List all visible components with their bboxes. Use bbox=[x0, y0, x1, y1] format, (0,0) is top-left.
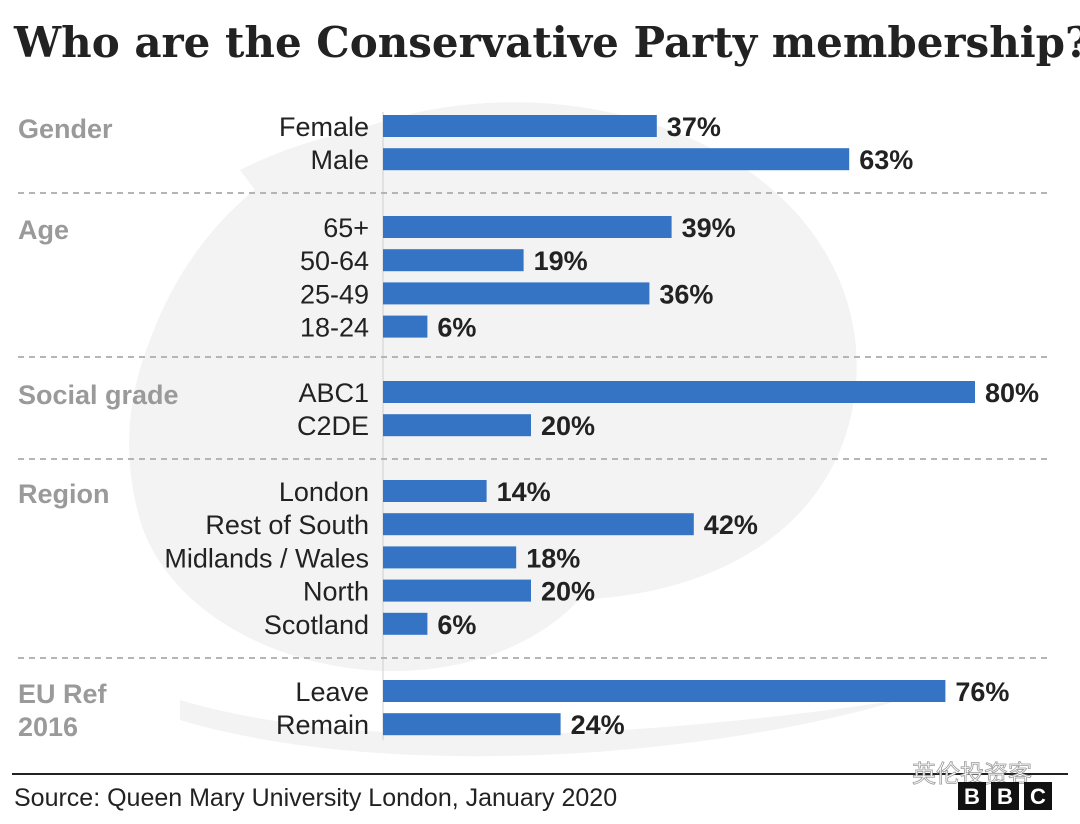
category-label: Midlands / Wales bbox=[164, 543, 369, 573]
bar bbox=[383, 249, 524, 272]
value-label: 19% bbox=[534, 246, 588, 276]
category-label: ABC1 bbox=[298, 378, 369, 408]
group-label: Age bbox=[18, 215, 69, 245]
value-label: 37% bbox=[667, 112, 721, 142]
category-label: North bbox=[303, 577, 369, 607]
bbc-logo-block-1 bbox=[958, 782, 986, 810]
bbc-logo-letter-2: B bbox=[997, 784, 1013, 809]
bar bbox=[383, 148, 850, 171]
value-label: 76% bbox=[955, 677, 1009, 707]
category-label: London bbox=[279, 477, 369, 507]
category-label: Female bbox=[279, 112, 369, 142]
group-label: EU Ref bbox=[18, 679, 108, 709]
group-label: 2016 bbox=[18, 712, 78, 742]
value-label: 14% bbox=[497, 477, 551, 507]
category-label: 25-49 bbox=[300, 279, 369, 309]
bar bbox=[383, 480, 487, 502]
background-swirl-3 bbox=[180, 700, 900, 757]
bbc-logo-letter-1: B bbox=[964, 784, 980, 809]
value-label: 39% bbox=[682, 213, 736, 243]
chart-title: Who are the Conservative Party membershi… bbox=[13, 18, 1080, 67]
value-label: 6% bbox=[437, 313, 476, 343]
value-label: 6% bbox=[437, 610, 476, 640]
category-label: Rest of South bbox=[205, 510, 369, 540]
bar bbox=[383, 546, 517, 569]
bbc-logo-block-3 bbox=[1024, 782, 1052, 810]
value-label: 20% bbox=[541, 577, 595, 607]
bar bbox=[383, 680, 946, 702]
bar bbox=[383, 579, 531, 602]
bbc-logo: B B C bbox=[958, 782, 1052, 810]
bbc-logo-block-2 bbox=[991, 782, 1019, 810]
bbc-logo-letter-3: C bbox=[1030, 784, 1046, 809]
category-label: Remain bbox=[276, 710, 369, 740]
bar bbox=[383, 713, 561, 736]
category-label: Male bbox=[310, 145, 369, 175]
value-label: 24% bbox=[571, 710, 625, 740]
bar bbox=[383, 612, 428, 635]
value-label: 36% bbox=[659, 279, 713, 309]
group-label: Region bbox=[18, 479, 110, 509]
group-label: Social grade bbox=[18, 380, 179, 410]
value-label: 18% bbox=[526, 543, 580, 573]
bar bbox=[383, 381, 975, 403]
group-gender: Gender Female 37% Male 63% bbox=[18, 112, 913, 175]
bar bbox=[383, 414, 531, 437]
category-label: 65+ bbox=[323, 213, 369, 243]
value-label: 63% bbox=[859, 145, 913, 175]
group-label: Gender bbox=[18, 114, 113, 144]
group-social-grade: Social grade ABC1 80% C2DE 20% bbox=[18, 378, 1039, 441]
source-note: Source: Queen Mary University London, Ja… bbox=[14, 784, 617, 812]
value-label: 42% bbox=[704, 510, 758, 540]
value-label: 20% bbox=[541, 411, 595, 441]
bar bbox=[383, 513, 694, 536]
bar bbox=[383, 315, 428, 338]
chart-groups: Gender Female 37% Male 63% Age 65+ 39% 50-64 19% 2… bbox=[18, 112, 1050, 742]
category-label: Leave bbox=[295, 677, 369, 707]
category-label: Scotland bbox=[264, 610, 369, 640]
group-region: Region London 14% Rest of South 42% Midlands … bbox=[18, 477, 758, 640]
category-label: C2DE bbox=[297, 411, 369, 441]
category-label: 50-64 bbox=[300, 246, 369, 276]
value-label: 80% bbox=[985, 378, 1039, 408]
bar bbox=[383, 115, 657, 137]
group-age: Age 65+ 39% 50-64 19% 25-49 36% 18-24 6% bbox=[18, 213, 736, 343]
category-label: 18-24 bbox=[300, 313, 369, 343]
bar bbox=[383, 282, 650, 305]
bar bbox=[383, 216, 672, 238]
